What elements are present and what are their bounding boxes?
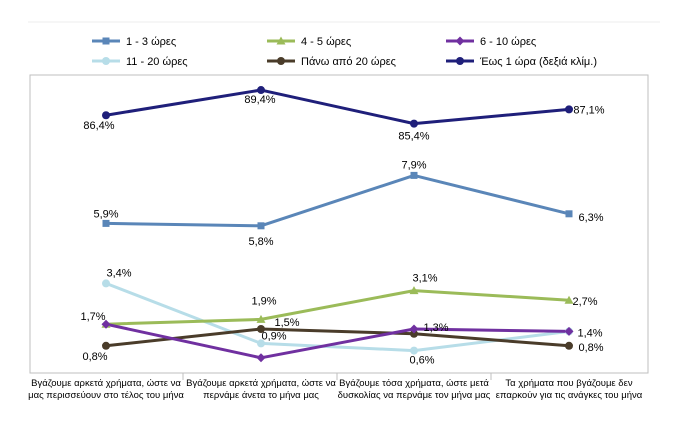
legend-label: 6 - 10 ώρες [480,36,536,48]
data-label: 0,9% [261,330,286,342]
series-line-0 [106,175,569,225]
data-label: 1,7% [80,311,105,323]
x-tick-label: Βγάζουμε αρκετά χρήματα, ώστε να μας περι… [28,378,184,401]
data-label: 7,9% [401,159,426,171]
data-label: 1,5% [274,317,299,329]
data-label: 0,6% [409,355,434,367]
data-label: 85,4% [398,131,429,143]
data-label: 0,8% [578,342,603,354]
data-point [102,111,110,119]
legend-swatch-marker [277,57,285,65]
legend-label: Έως 1 ώρα (δεξιά κλίμ.) [479,56,597,68]
legend-swatch-marker [103,38,110,45]
data-label: 89,4% [244,94,275,106]
data-label: 1,9% [251,295,276,307]
data-label: 1,4% [577,327,602,339]
chart-root: 1 - 3 ώρες 4 - 5 ώρες 6 - 10 ώρες 11 - 20 ώ… [0,0,680,417]
legend-swatch-marker [456,57,464,65]
data-label: 0,8% [82,351,107,363]
data-label: 6,3% [578,212,603,224]
data-point [257,86,265,94]
legend-swatch-marker [102,57,110,65]
legend-item: 11 - 20 ώρες [92,56,188,68]
legend-label: 11 - 20 ώρες [126,56,188,68]
legend-item: 4 - 5 ώρες [267,36,351,48]
data-label: 5,8% [248,236,273,248]
legend-label: Πάνω από 20 ώρες [301,56,396,68]
data-label: 3,1% [412,273,437,285]
data-point [257,353,266,362]
legend: 1 - 3 ώρες 4 - 5 ώρες 6 - 10 ώρες 11 - 20 ώ… [92,36,597,68]
data-label: 86,4% [83,120,114,132]
data-labels: 3,4% 0,9% 0,6% 1,4% 1,7% 1,9% 3,1% 2,7% 0,8% 1,5%… [80,94,604,367]
legend-label: 4 - 5 ώρες [301,36,351,48]
series-lines [106,90,569,358]
legend-item: Έως 1 ώρα (δεξιά κλίμ.) [446,56,597,68]
data-label: 2,7% [572,296,597,308]
data-point [102,279,110,287]
legend-label: 1 - 3 ώρες [126,36,176,48]
series-line-5 [106,90,569,124]
legend-swatch-marker [456,37,465,46]
x-axis: Βγάζουμε αρκετά χρήματα, ώστε να μας περι… [28,373,643,401]
x-tick-label: Βγάζουμε αρκετά χρήματα, ώστε να περνάμε … [186,378,336,401]
legend-item: Πάνω από 20 ώρες [267,56,396,68]
series-line-1 [106,291,569,325]
x-tick-label: Τα χρήματα που βγάζουμε δεν επαρκούν για … [496,378,643,401]
data-point [565,327,574,336]
legend-item: 6 - 10 ώρες [446,36,536,48]
data-label: 1,3% [423,322,448,334]
data-point [103,220,110,227]
data-point [411,172,418,179]
data-point [258,222,265,229]
data-point [102,342,110,350]
data-label: 5,9% [93,208,118,220]
data-point [565,342,573,350]
data-label: 87,1% [573,104,604,116]
legend-item: 1 - 3 ώρες [92,36,176,48]
x-tick-label: Βγάζουμε τόσα χρήματα, ώστε μετά δυσκολία… [338,378,491,401]
data-point [410,347,418,355]
data-point [410,120,418,128]
data-point [566,210,573,217]
line-chart: 1 - 3 ώρες 4 - 5 ώρες 6 - 10 ώρες 11 - 20 ώ… [0,0,680,417]
data-label: 3,4% [106,267,131,279]
data-point [565,105,573,113]
